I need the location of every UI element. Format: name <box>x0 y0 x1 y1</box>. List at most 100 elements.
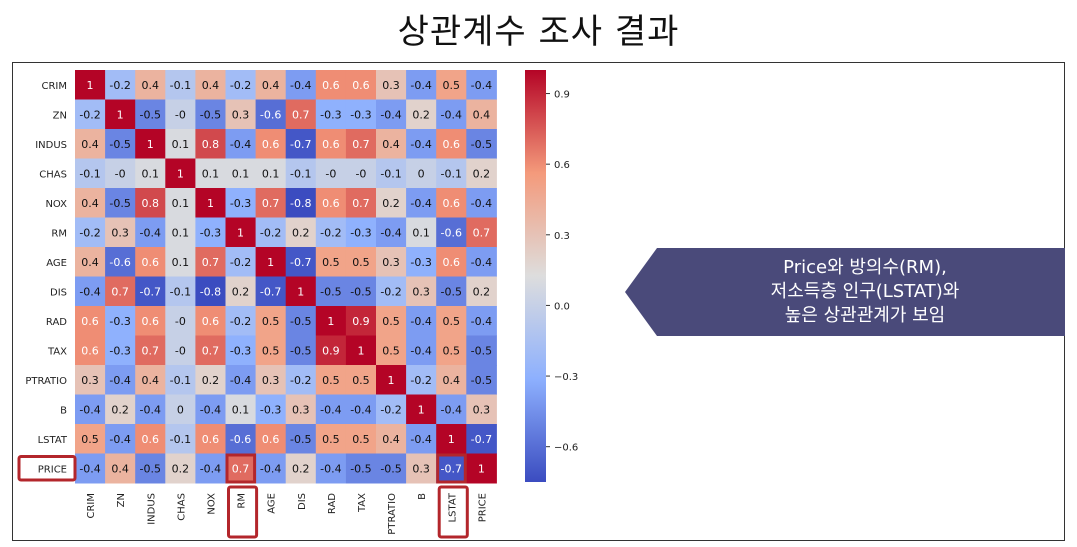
heatmap-cell-value: -0.3 <box>260 403 281 416</box>
heatmap-cell-nox-indus <box>135 188 166 218</box>
heatmap-cell-value: 0.8 <box>202 138 220 151</box>
heatmap-cell-tax-price <box>466 335 497 366</box>
heatmap-cell-value: -0.5 <box>471 138 492 151</box>
heatmap-cell-value: 0.2 <box>111 403 128 416</box>
heatmap-cell-tax-rad <box>315 335 347 366</box>
heatmap-cell-value: 0.5 <box>382 315 400 328</box>
heatmap-cell-b-ptratio <box>376 394 407 425</box>
heatmap-cell-value: 0.7 <box>202 256 220 269</box>
heatmap-cell-value: 1 <box>117 108 124 121</box>
heatmap-cell-value: 0.7 <box>232 462 250 475</box>
heatmap-cell-price-rad <box>315 453 347 484</box>
heatmap-cell-lstat-crim <box>75 424 106 454</box>
heatmap-cell-ptratio-rad <box>315 365 347 395</box>
heatmap-cell-value: -0.4 <box>471 315 492 328</box>
heatmap-cell-value: -0.7 <box>471 433 492 446</box>
column-label-tax: TAX <box>357 493 368 513</box>
heatmap-cell-rm-indus <box>135 217 166 248</box>
heatmap-cell-value: -0 <box>175 344 186 357</box>
column-label-dis: DIS <box>297 493 308 510</box>
heatmap-cell-lstat-price <box>466 424 497 454</box>
heatmap-cell-value: -0.5 <box>140 108 161 121</box>
heatmap-cell-value: -0.5 <box>109 197 130 210</box>
heatmap-cell-tax-lstat <box>436 335 467 366</box>
heatmap-cell-indus-chas <box>165 129 196 159</box>
heatmap-cell-value: 1 <box>448 433 455 446</box>
heatmap-cell-zn-zn <box>105 99 136 130</box>
heatmap-cell-rad-crim <box>75 306 106 336</box>
heatmap-cell-b-age <box>255 394 287 425</box>
heatmap-cell-dis-tax <box>345 276 377 307</box>
heatmap-cell-indus-rad <box>315 129 347 159</box>
heatmap-cell-value: -0.7 <box>290 138 311 151</box>
heatmap-cell-crim-rm <box>225 70 257 100</box>
heatmap-cell-value: -0.8 <box>200 285 221 298</box>
heatmap-cell-value: 0.6 <box>81 344 99 357</box>
correlation-heatmap: 1 -0.2 0.4 -0.1 0.4 -0.2 0.4 -0.4 0.6 0.6 0.3 -0.4 0… <box>17 70 578 539</box>
heatmap-cell-tax-chas <box>165 335 196 366</box>
heatmap-cell-chas-ptratio <box>376 158 407 189</box>
heatmap-cell-value: 1 <box>297 285 304 298</box>
heatmap-cell-value: -0.4 <box>140 226 161 239</box>
heatmap-cell-value: 0.3 <box>412 462 430 475</box>
heatmap-cell-value: 0.6 <box>322 138 340 151</box>
heatmap-cell-value: 0.6 <box>443 197 461 210</box>
heatmap-cell-value: 0.9 <box>322 344 340 357</box>
heatmap-cell-indus-age <box>255 129 287 159</box>
heatmap-cell-value: 0.4 <box>443 374 461 387</box>
heatmap-cell-price-nox <box>195 453 226 484</box>
heatmap-cell-rm-lstat <box>436 217 467 248</box>
heatmap-cell-b-crim <box>75 394 106 425</box>
heatmap-cell-tax-ptratio <box>376 335 407 366</box>
heatmap-cell-tax-tax <box>345 335 377 366</box>
heatmap-cell-rm-chas <box>165 217 196 248</box>
row-label-b: B <box>60 405 67 416</box>
highlight-column-label-rm <box>227 485 259 539</box>
heatmap-cell-crim-b <box>406 70 437 100</box>
heatmap-cell-value: 0.1 <box>412 226 430 239</box>
heatmap-cell-value: -0.1 <box>79 167 100 180</box>
heatmap-cell-value: -0.5 <box>350 285 371 298</box>
heatmap-cell-lstat-age <box>255 424 287 454</box>
heatmap-cell-value: 0.1 <box>172 197 190 210</box>
heatmap-cell-value: -0.1 <box>441 167 462 180</box>
callout-box: Price와 방의수(RM), 저소득층 인구(LSTAT)와 높은 상관관계가… <box>625 248 1065 336</box>
heatmap-cell-value: 0.3 <box>412 285 430 298</box>
heatmap-cell-value: 0.4 <box>202 79 220 92</box>
heatmap-cell-rad-age <box>255 306 287 336</box>
heatmap-cell-value: -0.4 <box>320 462 341 475</box>
heatmap-cell-value: 1 <box>177 167 184 180</box>
heatmap-cell-value: 0.4 <box>81 197 99 210</box>
heatmap-cell-value: -0.4 <box>380 108 401 121</box>
heatmap-cell-value: -0.4 <box>200 462 221 475</box>
heatmap-cell-value: 0.6 <box>202 433 220 446</box>
heatmap-cell-rm-ptratio <box>376 217 407 248</box>
heatmap-cell-chas-lstat <box>436 158 467 189</box>
column-label-indus: INDUS <box>146 493 157 525</box>
heatmap-cell-value: 1 <box>357 344 364 357</box>
heatmap-cell-tax-zn <box>105 335 136 366</box>
heatmap-cell-nox-rm <box>225 188 257 218</box>
heatmap-cell-value: 0.7 <box>142 344 160 357</box>
column-label-zn: ZN <box>116 493 127 507</box>
heatmap-cell-value: -0.1 <box>170 374 191 387</box>
heatmap-cell-lstat-nox <box>195 424 226 454</box>
heatmap-cell-indus-nox <box>195 129 226 159</box>
heatmap-cell-rad-nox <box>195 306 226 336</box>
heatmap-cell-b-nox <box>195 394 226 425</box>
heatmap-cell-value: -0 <box>355 167 366 180</box>
heatmap-cell-value: 0.4 <box>142 79 160 92</box>
heatmap-cell-value: -0.7 <box>260 285 281 298</box>
heatmap-cell-tax-age <box>255 335 287 366</box>
heatmap-cell-b-price <box>466 394 497 425</box>
heatmap-cell-value: 1 <box>478 462 485 475</box>
heatmap-cell-value: 0.5 <box>262 344 280 357</box>
heatmap-cell-value: -0.5 <box>140 462 161 475</box>
heatmap-cell-b-dis <box>285 394 317 425</box>
page-title: 상관계수 조사 결과 <box>397 12 680 52</box>
chart-frame: 1 -0.2 0.4 -0.1 0.4 -0.2 0.4 -0.4 0.6 0.6 0.3 -0.4 0… <box>12 62 1065 541</box>
heatmap-cell-ptratio-indus <box>135 365 166 395</box>
heatmap-cell-age-nox <box>195 247 226 277</box>
heatmap-cell-value: 0.5 <box>443 344 461 357</box>
heatmap-cell-zn-nox <box>195 99 226 130</box>
